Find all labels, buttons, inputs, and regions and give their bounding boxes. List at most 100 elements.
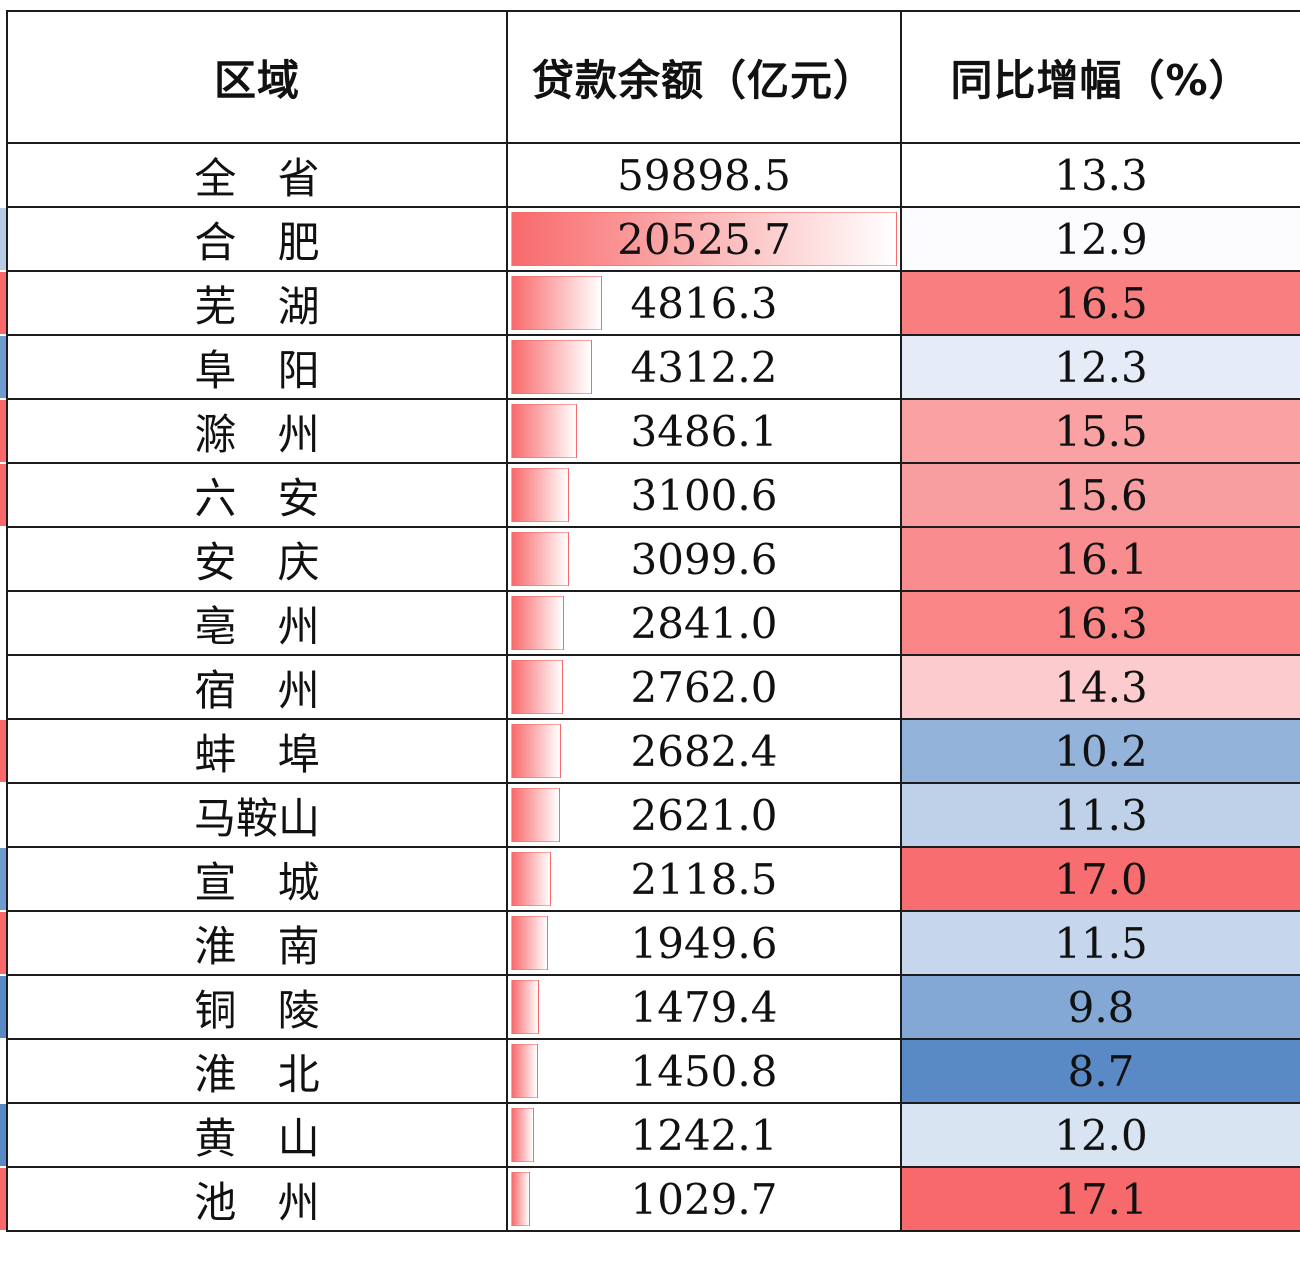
table-row: 宿 州 2762.0 14.3 — [6, 654, 1300, 720]
loan-balance-value: 2841.0 — [630, 598, 778, 648]
region-cell[interactable]: 蚌 埠 — [6, 718, 508, 784]
loan-balance-cell[interactable]: 2682.4 — [506, 718, 902, 784]
table-row: 黄 山 1242.1 12.0 — [6, 1102, 1300, 1168]
loan-balance-cell[interactable]: 20525.7 — [506, 206, 902, 272]
yoy-growth-cell[interactable]: 12.9 — [900, 206, 1300, 272]
loan-balance-value: 1029.7 — [630, 1174, 778, 1224]
yoy-growth-cell[interactable]: 17.0 — [900, 846, 1300, 912]
loan-data-bar — [511, 1172, 531, 1226]
region-label: 蚌 埠 — [194, 729, 334, 779]
region-label: 全 省 — [194, 153, 334, 203]
yoy-growth-cell[interactable]: 14.3 — [900, 654, 1300, 720]
yoy-growth-cell[interactable]: 16.3 — [900, 590, 1300, 656]
yoy-growth-value: 15.5 — [1054, 406, 1148, 456]
table-row: 蚌 埠 2682.4 10.2 — [6, 718, 1300, 784]
table-row: 滁 州 3486.1 15.5 — [6, 398, 1300, 464]
loan-balance-cell[interactable]: 2841.0 — [506, 590, 902, 656]
loan-balance-cell[interactable]: 3100.6 — [506, 462, 902, 528]
yoy-growth-cell[interactable]: 12.3 — [900, 334, 1300, 400]
column-header-yoy-growth[interactable]: 同比增幅（%） — [900, 10, 1300, 144]
region-cell[interactable]: 全 省 — [6, 142, 508, 208]
column-header-region[interactable]: 区域 — [6, 10, 508, 144]
yoy-growth-cell[interactable]: 13.3 — [900, 142, 1300, 208]
loan-balance-cell[interactable]: 1479.4 — [506, 974, 902, 1040]
loan-data-bar — [511, 212, 897, 266]
yoy-growth-cell[interactable]: 8.7 — [900, 1038, 1300, 1104]
region-label: 芜 湖 — [194, 281, 334, 331]
region-cell[interactable]: 铜 陵 — [6, 974, 508, 1040]
yoy-growth-cell[interactable]: 15.6 — [900, 462, 1300, 528]
region-cell[interactable]: 滁 州 — [6, 398, 508, 464]
table-row: 全 省 59898.5 13.3 — [6, 142, 1300, 208]
region-cell[interactable]: 亳 州 — [6, 590, 508, 656]
loan-balance-cell[interactable]: 1450.8 — [506, 1038, 902, 1104]
yoy-growth-value: 16.5 — [1054, 278, 1148, 328]
region-cell[interactable]: 宣 城 — [6, 846, 508, 912]
region-label: 六 安 — [194, 473, 334, 523]
region-label: 宿 州 — [194, 665, 334, 715]
loan-balance-value: 3486.1 — [630, 406, 778, 456]
region-cell[interactable]: 淮 南 — [6, 910, 508, 976]
loan-data-bar — [511, 852, 551, 906]
region-label: 亳 州 — [194, 601, 334, 651]
table-row: 铜 陵 1479.4 9.8 — [6, 974, 1300, 1040]
loan-balance-cell[interactable]: 59898.5 — [506, 142, 902, 208]
yoy-growth-value: 13.3 — [1054, 150, 1148, 200]
edge-strip-cell — [0, 592, 6, 654]
loan-balance-cell[interactable]: 2118.5 — [506, 846, 902, 912]
region-label: 淮 北 — [194, 1049, 334, 1099]
yoy-growth-cell[interactable]: 11.3 — [900, 782, 1300, 848]
yoy-growth-cell[interactable]: 10.2 — [900, 718, 1300, 784]
yoy-growth-cell[interactable]: 9.8 — [900, 974, 1300, 1040]
region-cell[interactable]: 合 肥 — [6, 206, 508, 272]
region-cell[interactable]: 淮 北 — [6, 1038, 508, 1104]
loan-table: 区域 贷款余额（亿元） 同比增幅（%） 全 省 59898.5 13.3 合 肥 205… — [6, 10, 1300, 1232]
edge-strip-cell — [0, 1104, 6, 1166]
region-cell[interactable]: 六 安 — [6, 462, 508, 528]
loan-data-bar — [511, 468, 570, 522]
region-label: 阜 阳 — [194, 345, 334, 395]
loan-balance-cell[interactable]: 3486.1 — [506, 398, 902, 464]
loan-balance-value: 3100.6 — [630, 470, 778, 520]
region-cell[interactable]: 阜 阳 — [6, 334, 508, 400]
edge-strip-cell — [0, 144, 6, 206]
loan-balance-cell[interactable]: 1242.1 — [506, 1102, 902, 1168]
loan-balance-cell[interactable]: 4816.3 — [506, 270, 902, 336]
loan-balance-cell[interactable]: 2621.0 — [506, 782, 902, 848]
region-cell[interactable]: 黄 山 — [6, 1102, 508, 1168]
loan-balance-cell[interactable]: 4312.2 — [506, 334, 902, 400]
region-label: 合 肥 — [194, 217, 334, 267]
yoy-growth-cell[interactable]: 11.5 — [900, 910, 1300, 976]
yoy-growth-cell[interactable]: 16.1 — [900, 526, 1300, 592]
loan-balance-cell[interactable]: 3099.6 — [506, 526, 902, 592]
yoy-growth-value: 12.0 — [1054, 1110, 1148, 1160]
yoy-growth-cell[interactable]: 16.5 — [900, 270, 1300, 336]
region-cell[interactable]: 池 州 — [6, 1166, 508, 1232]
region-label: 黄 山 — [194, 1113, 334, 1163]
yoy-growth-cell[interactable]: 12.0 — [900, 1102, 1300, 1168]
table-row: 芜 湖 4816.3 16.5 — [6, 270, 1300, 336]
column-header-loan-balance[interactable]: 贷款余额（亿元） — [506, 10, 902, 144]
yoy-growth-cell[interactable]: 17.1 — [900, 1166, 1300, 1232]
loan-balance-value: 59898.5 — [617, 150, 791, 200]
yoy-growth-value: 12.9 — [1054, 214, 1148, 264]
yoy-growth-cell[interactable]: 15.5 — [900, 398, 1300, 464]
edge-strip-cell — [0, 528, 6, 590]
yoy-growth-value: 11.5 — [1054, 918, 1148, 968]
table-row: 池 州 1029.7 17.1 — [6, 1166, 1300, 1232]
edge-strip-cell — [0, 272, 6, 334]
edge-strip-cell — [0, 1040, 6, 1102]
loan-balance-cell[interactable]: 1949.6 — [506, 910, 902, 976]
region-cell[interactable]: 安 庆 — [6, 526, 508, 592]
region-cell[interactable]: 宿 州 — [6, 654, 508, 720]
loan-balance-cell[interactable]: 1029.7 — [506, 1166, 902, 1232]
loan-balance-value: 2118.5 — [630, 854, 778, 904]
loan-balance-cell[interactable]: 2762.0 — [506, 654, 902, 720]
loan-balance-value: 1949.6 — [630, 918, 778, 968]
region-cell[interactable]: 芜 湖 — [6, 270, 508, 336]
region-label: 铜 陵 — [194, 985, 334, 1035]
table-row: 合 肥 20525.7 12.9 — [6, 206, 1300, 272]
region-cell[interactable]: 马鞍山 — [6, 782, 508, 848]
loan-balance-value: 3099.6 — [630, 534, 778, 584]
edge-strip-cell — [0, 208, 6, 270]
